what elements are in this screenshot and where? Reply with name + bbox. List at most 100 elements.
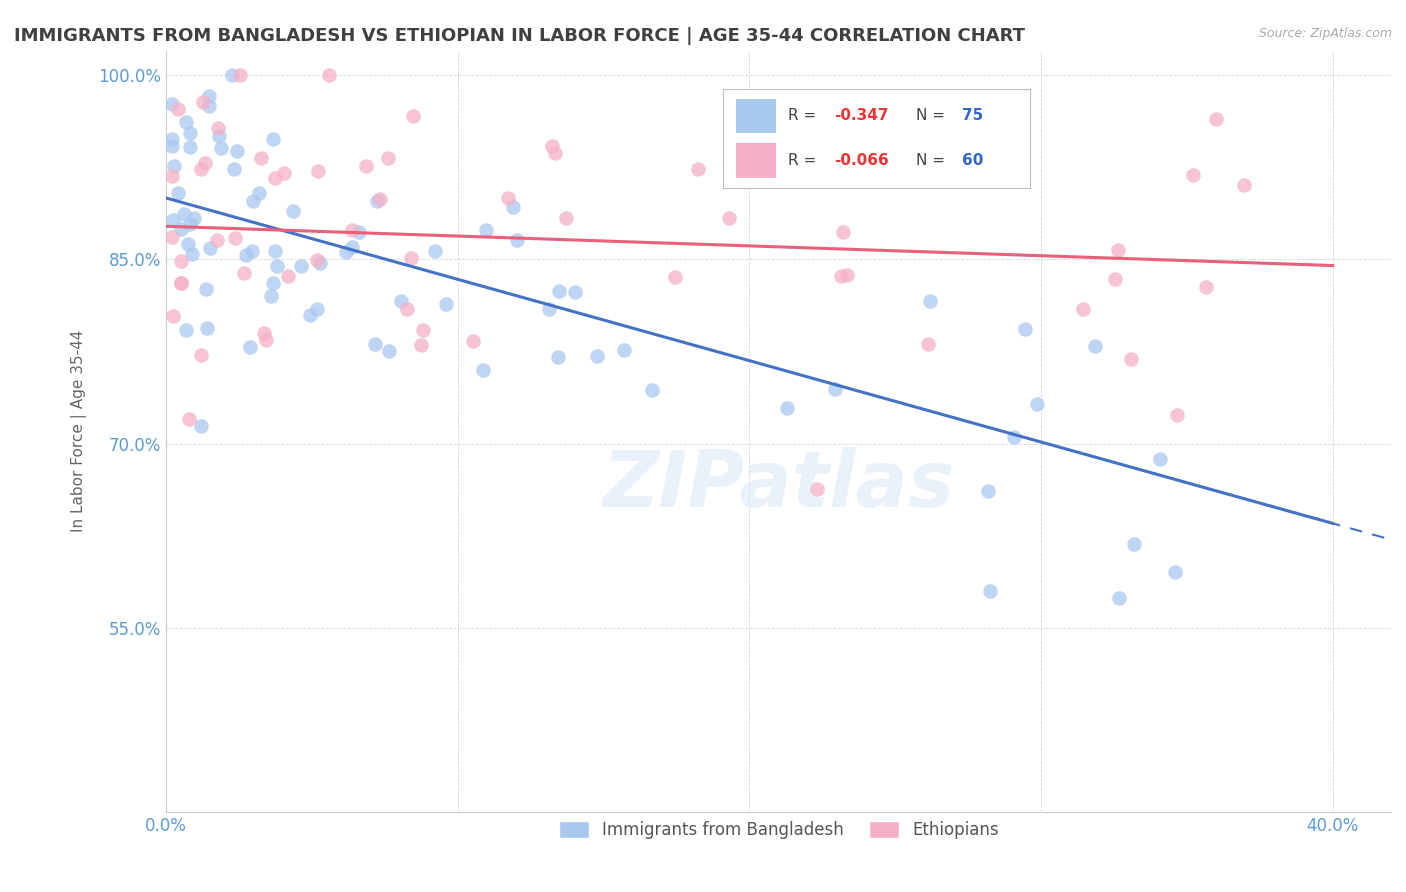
Point bbox=[830, 269, 852, 284]
Point bbox=[389, 294, 412, 309]
Point bbox=[832, 225, 855, 239]
Point bbox=[399, 251, 422, 265]
Point bbox=[823, 113, 845, 128]
Point bbox=[277, 268, 299, 283]
Point bbox=[174, 115, 197, 129]
Point bbox=[167, 186, 190, 201]
Point bbox=[179, 217, 201, 231]
Point bbox=[263, 171, 285, 186]
Point bbox=[688, 161, 710, 176]
Point bbox=[226, 145, 249, 159]
Point bbox=[221, 68, 243, 82]
Point bbox=[162, 310, 184, 324]
Point bbox=[472, 363, 495, 377]
Point bbox=[228, 68, 250, 82]
Point bbox=[305, 302, 328, 317]
Point bbox=[613, 343, 636, 358]
Point bbox=[395, 302, 418, 317]
Text: IMMIGRANTS FROM BANGLADESH VS ETHIOPIAN IN LABOR FORCE | AGE 35-44 CORRELATION C: IMMIGRANTS FROM BANGLADESH VS ETHIOPIAN … bbox=[14, 27, 1025, 45]
Point bbox=[194, 155, 217, 169]
Text: ZIPatlas: ZIPatlas bbox=[603, 447, 955, 523]
Point bbox=[160, 97, 183, 112]
Point bbox=[1084, 339, 1107, 353]
Point bbox=[198, 241, 221, 255]
Point bbox=[409, 337, 432, 351]
Legend: Immigrants from Bangladesh, Ethiopians: Immigrants from Bangladesh, Ethiopians bbox=[553, 814, 1005, 846]
Point bbox=[242, 194, 264, 208]
Point bbox=[335, 244, 357, 259]
Point bbox=[1164, 565, 1187, 579]
Point bbox=[402, 109, 425, 123]
Point bbox=[564, 285, 586, 300]
Text: Source: ZipAtlas.com: Source: ZipAtlas.com bbox=[1258, 27, 1392, 40]
Point bbox=[160, 230, 183, 244]
Point bbox=[162, 213, 184, 227]
Point bbox=[548, 284, 571, 298]
Point bbox=[641, 383, 664, 397]
Point bbox=[260, 289, 283, 303]
Point bbox=[1002, 430, 1025, 444]
Point bbox=[190, 348, 212, 362]
Point bbox=[298, 308, 321, 322]
Point bbox=[195, 321, 218, 335]
Point bbox=[475, 223, 498, 237]
Point bbox=[347, 225, 370, 239]
Point bbox=[179, 126, 201, 140]
Point bbox=[555, 211, 578, 226]
Point bbox=[1108, 591, 1130, 606]
Point bbox=[170, 276, 193, 290]
Point bbox=[177, 412, 200, 426]
Point bbox=[262, 276, 284, 290]
Point bbox=[776, 401, 799, 415]
Point bbox=[209, 141, 232, 155]
Point bbox=[224, 231, 246, 245]
Point bbox=[502, 200, 524, 214]
Point bbox=[318, 68, 340, 82]
Point bbox=[363, 337, 385, 351]
Point bbox=[664, 269, 686, 284]
Point bbox=[990, 111, 1012, 125]
Point bbox=[1166, 408, 1188, 422]
Point bbox=[239, 339, 262, 353]
Point bbox=[190, 418, 212, 433]
Point bbox=[160, 139, 183, 153]
Point bbox=[366, 194, 388, 208]
Point bbox=[197, 89, 219, 103]
Point bbox=[264, 244, 287, 258]
Point bbox=[806, 482, 828, 496]
Point bbox=[1182, 168, 1205, 182]
Point bbox=[205, 234, 228, 248]
Point bbox=[281, 204, 304, 219]
Point bbox=[506, 233, 529, 247]
Point bbox=[190, 161, 212, 176]
Point bbox=[1026, 397, 1049, 411]
Point bbox=[179, 140, 201, 154]
Point bbox=[538, 301, 561, 316]
Point bbox=[307, 252, 329, 267]
Point bbox=[240, 244, 263, 258]
Point bbox=[183, 211, 205, 225]
Point bbox=[370, 192, 392, 206]
Point bbox=[434, 297, 457, 311]
Point bbox=[208, 128, 231, 143]
Point bbox=[340, 240, 363, 254]
Point bbox=[160, 169, 183, 183]
Point bbox=[174, 323, 197, 337]
Point bbox=[1071, 302, 1094, 317]
Point bbox=[177, 237, 200, 252]
Point bbox=[547, 350, 569, 364]
Point bbox=[167, 102, 190, 116]
Point bbox=[262, 132, 284, 146]
Point bbox=[824, 382, 846, 396]
Point bbox=[342, 222, 364, 236]
Point bbox=[307, 164, 329, 178]
Point bbox=[1121, 351, 1143, 366]
Point bbox=[207, 120, 229, 135]
Point bbox=[356, 159, 378, 173]
Point bbox=[169, 254, 191, 268]
Point bbox=[837, 268, 859, 282]
Point bbox=[191, 95, 214, 109]
Point bbox=[463, 334, 485, 348]
Point bbox=[235, 248, 257, 262]
Point bbox=[496, 191, 519, 205]
